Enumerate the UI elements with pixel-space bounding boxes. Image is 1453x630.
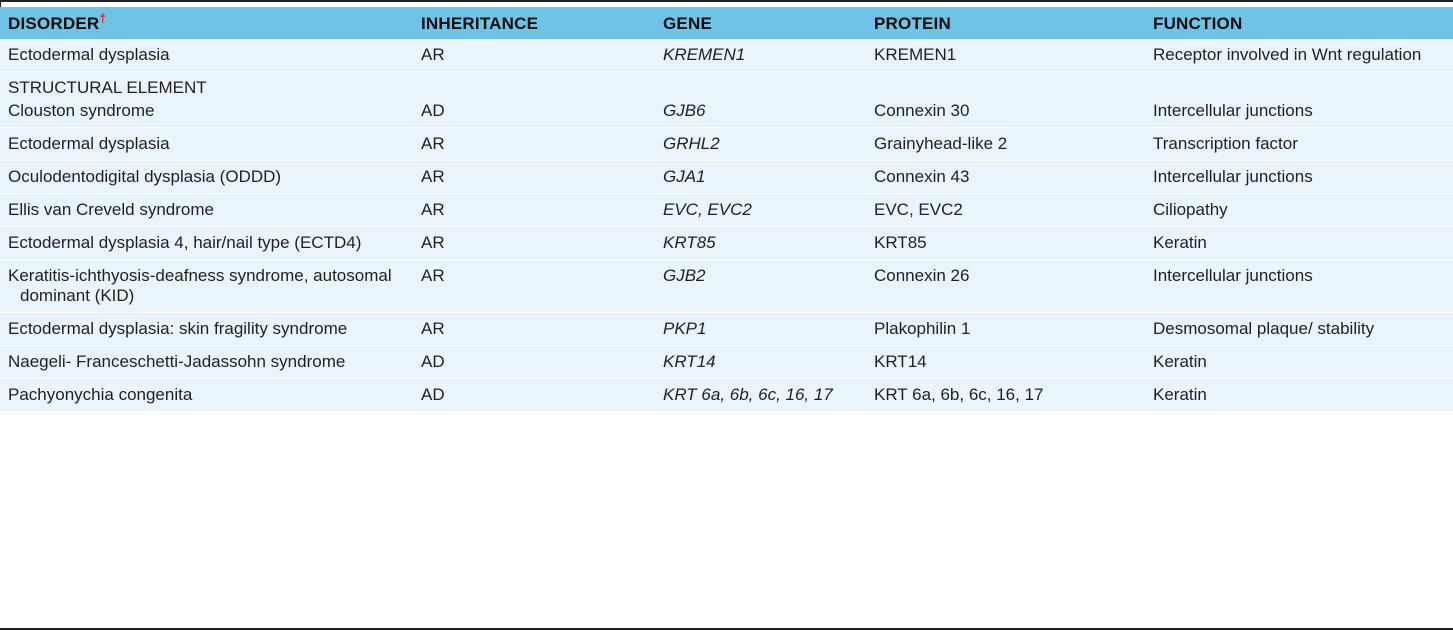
cell-disorder: Keratitis-ichthyosis-deafness syndrome, … xyxy=(0,259,413,313)
cell-function: Transcription factor xyxy=(1145,127,1453,161)
cell-function: Intercellular junctions xyxy=(1145,259,1453,313)
cell-function: Keratin xyxy=(1145,226,1453,260)
cell-function: Receptor involved in Wnt regulation xyxy=(1145,39,1453,72)
header-function: FUNCTION xyxy=(1153,14,1243,33)
header-protein: PROTEIN xyxy=(874,14,951,33)
cell-gene: GRHL2 xyxy=(655,127,866,161)
cell-protein: Connexin 43 xyxy=(866,160,1145,194)
cell-disorder: Oculodentodigital dysplasia (ODDD) xyxy=(0,160,413,194)
cell-disorder: Clouston syndrome xyxy=(0,99,413,128)
cell-disorder: Pachyonychia congenita xyxy=(0,378,413,412)
cell-gene: GJB6 xyxy=(655,99,866,128)
cell-protein: Connexin 26 xyxy=(866,259,1145,313)
cell-inheritance: AD xyxy=(413,99,655,128)
cell-gene: KRT 6a, 6b, 6c, 16, 17 xyxy=(655,378,866,412)
cell-gene: EVC, EVC2 xyxy=(655,193,866,227)
cell-protein: KRT14 xyxy=(866,345,1145,379)
cell-disorder: Ectodermal dysplasia: skin fragility syn… xyxy=(0,312,413,346)
cell-disorder: Ellis van Creveld syndrome xyxy=(0,193,413,227)
cell-function: Intercellular junctions xyxy=(1145,99,1453,128)
cell-inheritance: AR xyxy=(413,39,655,72)
cell-inheritance: AD xyxy=(413,378,655,412)
header-row: DISORDER† INHERITANCE GENE PROTEIN FUNCT… xyxy=(0,7,1453,39)
cell-function: Keratin xyxy=(1145,378,1453,412)
table-row: Keratitis-ichthyosis-deafness syndrome, … xyxy=(0,259,1453,313)
cell-disorder: Ectodermal dysplasia xyxy=(0,127,413,161)
table-row: Clouston syndrome AD GJB6 Connexin 30 Interc… xyxy=(0,99,1453,128)
structural-element-rows: Clouston syndrome AD GJB6 Connexin 30 Interc… xyxy=(0,99,1453,412)
cell-disorder: Ectodermal dysplasia 4, hair/nail type (… xyxy=(0,226,413,260)
cell-inheritance: AR xyxy=(413,226,655,260)
bottom-rule xyxy=(0,628,1453,630)
cell-inheritance: AR xyxy=(413,312,655,346)
section-label: STRUCTURAL ELEMENT xyxy=(8,78,207,97)
top-rule xyxy=(0,0,1453,2)
table-body: Ectodermal dysplasia AR KREMEN1 KREMEN1 … xyxy=(0,39,1453,99)
cell-protein: KRT 6a, 6b, 6c, 16, 17 xyxy=(866,378,1145,412)
cell-protein: Grainyhead-like 2 xyxy=(866,127,1145,161)
table-row: Ectodermal dysplasia AR GRHL2 Grainyhead-li… xyxy=(0,127,1453,161)
table-row: Oculodentodigital dysplasia (ODDD) AR GJA1… xyxy=(0,160,1453,194)
cell-inheritance: AR xyxy=(413,259,655,313)
cell-disorder: Naegeli- Franceschetti-Jadassohn syndrom… xyxy=(0,345,413,379)
cell-gene: PKP1 xyxy=(655,312,866,346)
cell-protein: KREMEN1 xyxy=(866,39,1145,72)
table-row: Pachyonychia congenita AD KRT 6a, 6b, 6c, … xyxy=(0,378,1453,412)
cell-gene: GJA1 xyxy=(655,160,866,194)
cell-gene: KREMEN1 xyxy=(655,39,866,72)
cell-function: Intercellular junctions xyxy=(1145,160,1453,194)
cell-protein: KRT85 xyxy=(866,226,1145,260)
disorder-gene-table: DISORDER† INHERITANCE GENE PROTEIN FUNCT… xyxy=(0,7,1453,412)
cell-disorder: Ectodermal dysplasia xyxy=(0,39,413,72)
table-header: DISORDER† INHERITANCE GENE PROTEIN FUNCT… xyxy=(0,7,1453,39)
cell-protein: Connexin 30 xyxy=(866,99,1145,128)
cell-function: Desmosomal plaque/ stability xyxy=(1145,312,1453,346)
table-row: Naegeli- Franceschetti-Jadassohn syndrom… xyxy=(0,345,1453,379)
table-row: Ellis van Creveld syndrome AR EVC, EVC2 EVC… xyxy=(0,193,1453,227)
cell-gene: GJB2 xyxy=(655,259,866,313)
cell-inheritance: AR xyxy=(413,127,655,161)
cell-inheritance: AR xyxy=(413,193,655,227)
header-inheritance: INHERITANCE xyxy=(421,14,539,33)
dagger-mark: † xyxy=(99,11,107,26)
top-tick xyxy=(0,0,1,7)
table-row: Ectodermal dysplasia 4, hair/nail type (… xyxy=(0,226,1453,260)
cell-inheritance: AD xyxy=(413,345,655,379)
header-gene: GENE xyxy=(663,14,712,33)
cell-function: Ciliopathy xyxy=(1145,193,1453,227)
cell-inheritance: AR xyxy=(413,160,655,194)
cell-function: Keratin xyxy=(1145,345,1453,379)
cell-gene: KRT85 xyxy=(655,226,866,260)
table-row: Ectodermal dysplasia: skin fragility syn… xyxy=(0,312,1453,346)
table-row: Ectodermal dysplasia AR KREMEN1 KREMEN1 … xyxy=(0,39,1453,72)
cell-protein: Plakophilin 1 xyxy=(866,312,1145,346)
cell-gene: KRT14 xyxy=(655,345,866,379)
cell-protein: EVC, EVC2 xyxy=(866,193,1145,227)
header-disorder: DISORDER† xyxy=(8,11,107,33)
section-row: STRUCTURAL ELEMENT xyxy=(0,71,1453,99)
